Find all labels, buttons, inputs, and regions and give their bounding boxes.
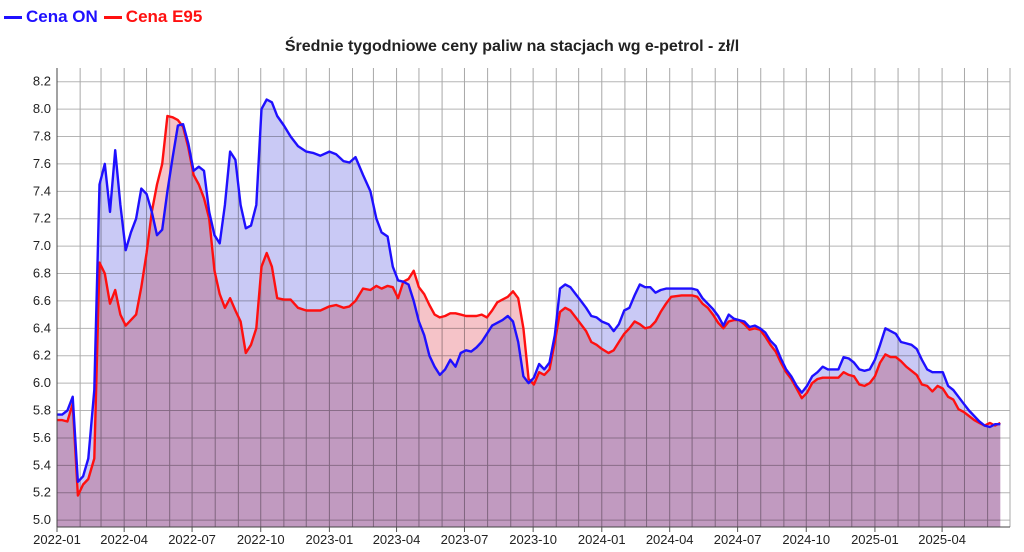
x-tick-label: 2023-04 [373, 532, 421, 547]
area-fill-e95 [57, 116, 1001, 527]
y-tick-label: 5.4 [33, 457, 51, 472]
x-tick-label: 2023-10 [509, 532, 557, 547]
x-tick-label: 2022-07 [168, 532, 216, 547]
x-tick-label: 2023-01 [306, 532, 354, 547]
x-tick-label: 2024-10 [782, 532, 830, 547]
y-tick-label: 5.8 [33, 403, 51, 418]
x-tick-label: 2024-07 [714, 532, 762, 547]
y-tick-label: 6.6 [33, 293, 51, 308]
chart-series-lines [57, 98, 1001, 497]
y-tick-label: 5.6 [33, 430, 51, 445]
y-tick-label: 6.2 [33, 348, 51, 363]
x-tick-label: 2022-04 [100, 532, 148, 547]
legend-swatch-e95 [103, 15, 122, 19]
y-tick-label: 7.0 [33, 238, 51, 253]
x-tick-label: 2024-04 [646, 532, 694, 547]
y-tick-label: 7.6 [33, 156, 51, 171]
x-tick-label: 2022-01 [33, 532, 81, 547]
y-tick-label: 6.0 [33, 375, 51, 390]
legend-swatch-on [4, 15, 22, 19]
series-line-on [57, 98, 1001, 483]
y-tick-label: 8.0 [33, 101, 51, 116]
x-tick-label: 2022-10 [237, 532, 285, 547]
y-tick-label: 7.2 [33, 211, 51, 226]
chart-area-fills [57, 99, 1001, 527]
x-tick-label: 2024-01 [578, 532, 626, 547]
x-tick-label: 2023-07 [441, 532, 489, 547]
series-line-e95 [57, 114, 1001, 497]
legend-item-e95[interactable]: Cena E95 [103, 7, 203, 27]
y-tick-label: 8.2 [33, 74, 51, 89]
legend-label-on: Cena ON [26, 7, 98, 26]
y-tick-label: 6.8 [33, 266, 51, 281]
legend: Cena ON Cena E95 [4, 6, 202, 28]
x-tick-label: 2025-01 [851, 532, 899, 547]
y-tick-label: 6.4 [33, 320, 51, 335]
legend-label-e95: Cena E95 [125, 7, 203, 26]
legend-item-on[interactable]: Cena ON [4, 7, 98, 27]
y-tick-label: 7.8 [33, 129, 51, 144]
y-axis-ticks: 5.0 5.2 5.4 5.6 5.8 6.0 6.2 6.4 6.6 6.8 7.0 7.2 7.4 7… [33, 74, 51, 527]
chart-title: Średnie tygodniowe ceny paliw na stacjac… [284, 38, 740, 55]
x-axis-ticks: 2022-01 2022-04 2022-07 2022-10 2023-01 2023-… [33, 527, 966, 547]
y-tick-label: 5.2 [33, 485, 51, 500]
y-tick-label: 7.4 [33, 183, 51, 198]
y-tick-label: 5.0 [33, 512, 51, 527]
x-tick-label: 2025-04 [918, 532, 966, 547]
